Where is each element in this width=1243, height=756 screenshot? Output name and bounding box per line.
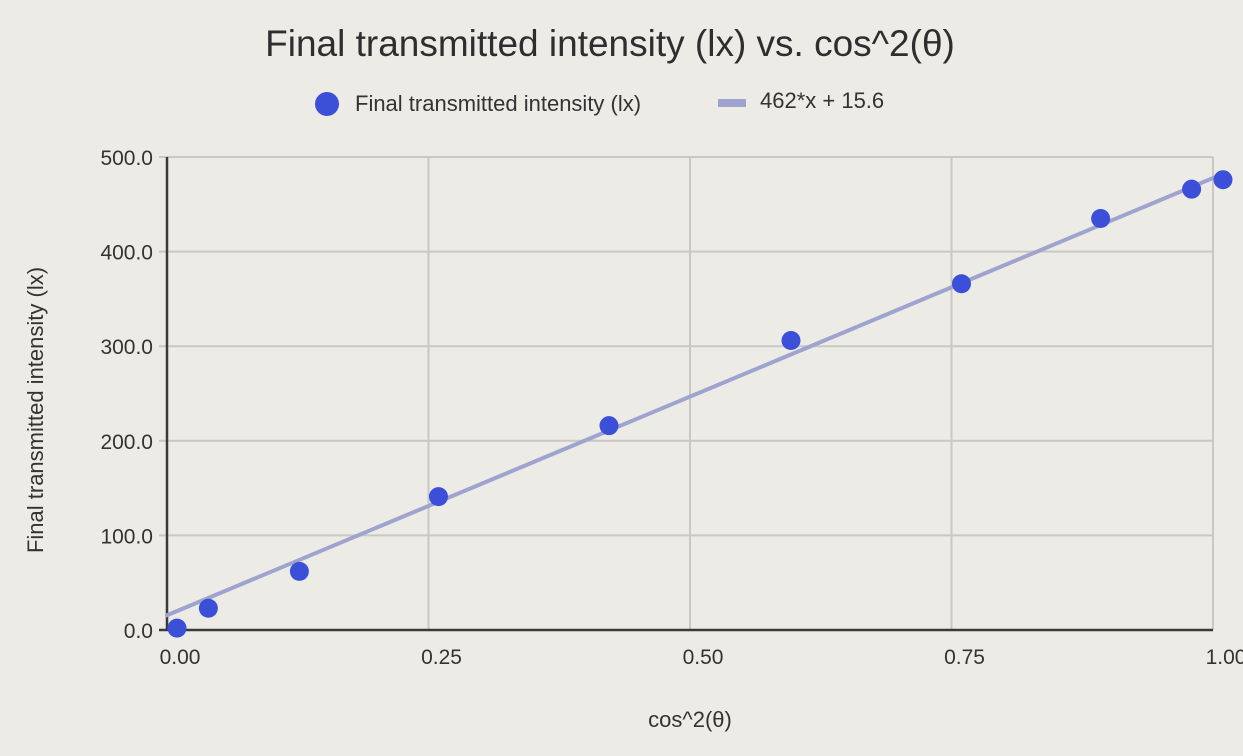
- chart-title: Final transmitted intensity (lx) vs. cos…: [265, 23, 955, 64]
- data-point: [952, 274, 971, 294]
- data-point: [1091, 208, 1111, 228]
- points-layer: [167, 170, 1233, 638]
- legend-label-points: Final transmitted intensity (lx): [355, 91, 641, 116]
- x-tick-label: 0.25: [421, 646, 462, 669]
- data-point: [1213, 170, 1233, 190]
- legend-label-trendline: 462*x + 15.6: [760, 88, 884, 113]
- data-point: [599, 416, 619, 436]
- x-tick-label: 1.00: [1206, 646, 1243, 669]
- x-tick-label: 0.75: [944, 646, 985, 669]
- y-tick-labels: 0.0 100.0 200.0 300.0 400.0 500.0: [100, 147, 153, 643]
- x-tick-label: 0.50: [683, 646, 724, 669]
- data-point: [781, 331, 801, 351]
- data-point: [1182, 179, 1202, 199]
- legend: Final transmitted intensity (lx) 462*x +…: [315, 88, 884, 116]
- data-point: [167, 618, 187, 638]
- trendline: [165, 172, 1223, 618]
- data-point: [429, 487, 448, 507]
- data-point: [198, 598, 218, 618]
- legend-marker-points: [315, 92, 339, 116]
- y-axis-label: Final transmitted intensity (lx): [23, 267, 48, 553]
- gridlines: [159, 156, 1214, 631]
- x-tick-label: 0.00: [160, 646, 201, 669]
- y-tick-label: 300.0: [100, 336, 153, 359]
- y-tick-label: 200.0: [100, 431, 153, 454]
- legend-marker-trendline: [718, 99, 746, 107]
- trendline-layer: [165, 172, 1223, 618]
- y-tick-label: 500.0: [100, 147, 153, 170]
- y-tick-label: 100.0: [100, 525, 153, 548]
- x-axis-label: cos^2(θ): [648, 707, 732, 732]
- y-tick-label: 0.0: [124, 620, 153, 643]
- x-tick-labels: 0.00 0.25 0.50 0.75 1.00: [160, 646, 1243, 669]
- axes: [159, 157, 1213, 632]
- data-point: [289, 561, 309, 581]
- y-tick-label: 400.0: [100, 242, 153, 265]
